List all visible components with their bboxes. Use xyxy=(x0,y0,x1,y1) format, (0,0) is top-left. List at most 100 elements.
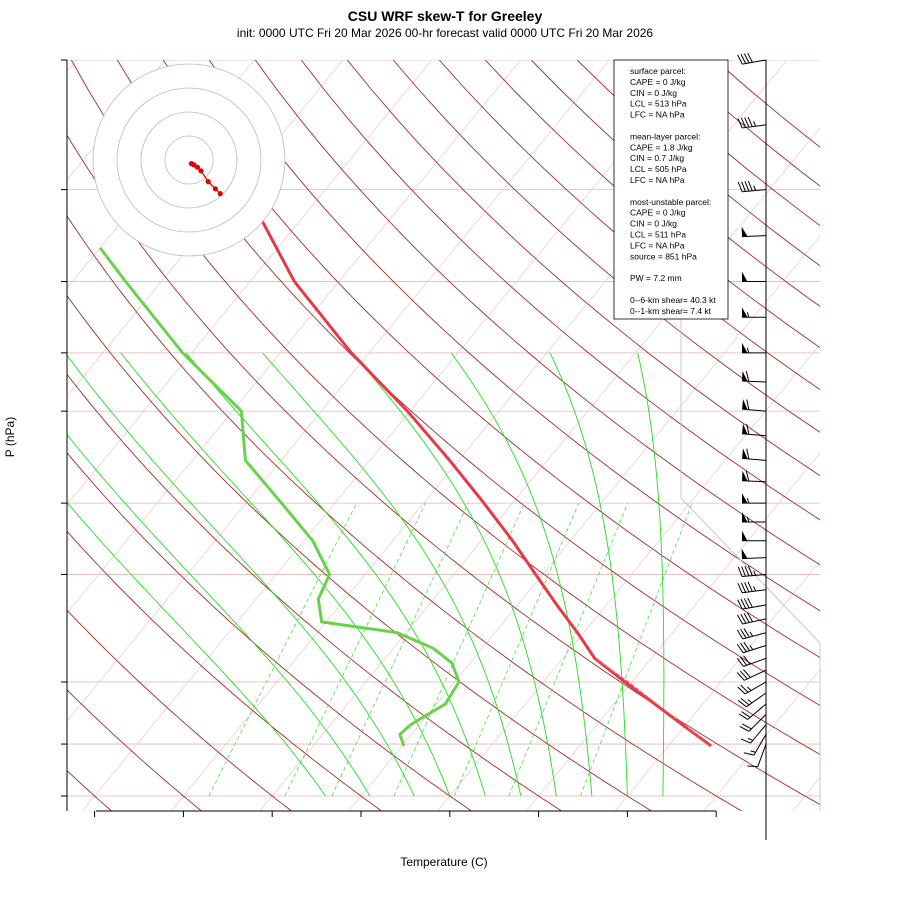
wind-barb-full xyxy=(737,54,743,65)
dry-adiabat-line xyxy=(67,373,563,811)
info-line: 0--1-km shear= 7.4 kt xyxy=(630,306,712,316)
info-line: CAPE = 1.8 J/kg xyxy=(630,142,693,152)
wind-barb-shaft xyxy=(753,734,767,756)
wind-barb-full xyxy=(737,686,746,695)
hodograph-point xyxy=(198,168,204,174)
wind-barb-full xyxy=(747,581,753,592)
hodograph-ring xyxy=(116,87,262,233)
wind-barb xyxy=(742,493,766,504)
moist-adiabat-line xyxy=(450,352,593,797)
chart-title: CSU WRF skew-T for Greeley xyxy=(348,8,543,24)
dry-adiabat-line xyxy=(162,60,820,659)
wind-barb-full xyxy=(742,723,752,730)
wind-barb-full xyxy=(746,448,750,460)
wind-barb-full xyxy=(746,399,750,410)
wind-barb xyxy=(736,628,767,640)
moist-adiabat-line xyxy=(262,352,522,797)
info-line: CAPE = 0 J/kg xyxy=(630,208,686,218)
moist-adiabat-line xyxy=(67,433,371,797)
hodograph-background xyxy=(93,64,285,256)
wind-barb-half xyxy=(753,586,757,592)
wind-barb-shaft xyxy=(742,59,767,65)
mixing-ratio-line xyxy=(208,502,357,797)
wind-barb-full xyxy=(740,598,747,609)
wind-barb-full xyxy=(740,738,751,744)
wind-barb-full xyxy=(743,752,755,756)
wind-barb xyxy=(737,692,767,708)
wind-barb-flag xyxy=(742,530,748,541)
wind-barb-flag xyxy=(742,493,748,504)
hodograph-point xyxy=(194,164,200,170)
wind-barb-shaft xyxy=(748,714,767,732)
info-line: CIN = 0 J/kg xyxy=(630,219,677,229)
hodograph xyxy=(92,63,286,257)
isotherm-line xyxy=(67,60,432,506)
wind-barb-shaft xyxy=(742,408,767,412)
info-line: CIN = 0.7 J/kg xyxy=(630,153,684,163)
wind-barb-full xyxy=(737,566,743,577)
dry-adiabat-line xyxy=(346,60,820,477)
chart-subtitle: init: 0000 UTC Fri 20 Mar 2026 00-hr for… xyxy=(237,26,654,40)
mixing-ratio-line xyxy=(508,502,629,797)
wind-barb-full xyxy=(745,470,750,482)
wind-barbs xyxy=(736,52,767,840)
dry-adiabat-line xyxy=(67,294,653,811)
wind-barb-flag xyxy=(742,271,748,282)
wind-barb xyxy=(737,180,767,193)
wind-barb-full xyxy=(740,642,747,652)
wind-barb-shaft xyxy=(742,618,767,625)
moist-adiabat-line xyxy=(67,354,415,797)
dry-adiabat-line xyxy=(392,60,820,433)
info-line: CAPE = 0 J/kg xyxy=(630,77,686,87)
mixing-ratio-line xyxy=(284,502,426,797)
isotherm-line xyxy=(437,343,820,811)
wind-barb-half xyxy=(746,686,752,691)
info-line: LFC = NA hPa xyxy=(630,175,685,185)
wind-barb-full xyxy=(740,54,747,64)
dewpoint-trace xyxy=(98,246,461,747)
wind-barb xyxy=(743,734,767,756)
wind-barb-full xyxy=(743,53,750,64)
dry-adiabat-line xyxy=(67,609,293,811)
wind-barb-full xyxy=(743,641,751,651)
wind-barb xyxy=(741,226,767,238)
wind-barb-full xyxy=(740,582,747,593)
wind-barb xyxy=(737,52,767,65)
wind-barb-full xyxy=(739,725,750,732)
info-line: most-unstable parcel: xyxy=(630,197,711,207)
info-line: LCL = 505 hPa xyxy=(630,164,687,174)
wind-barb-shaft xyxy=(742,589,767,594)
info-line: 0--6-km shear= 40.3 kt xyxy=(630,295,716,305)
wind-barb-full xyxy=(743,669,751,678)
wind-barb-full xyxy=(740,670,748,680)
wind-barb-half xyxy=(746,347,750,354)
wind-barb-half xyxy=(747,737,753,741)
wind-barb xyxy=(737,565,767,578)
x-axis-label: Temperature (C) xyxy=(400,855,487,869)
wind-barb xyxy=(742,530,766,542)
dry-adiabat-line xyxy=(67,452,473,811)
wind-barb xyxy=(737,116,767,129)
wind-barb xyxy=(742,399,767,412)
isotherm-line xyxy=(348,235,820,811)
info-line: LFC = NA hPa xyxy=(630,110,685,120)
wind-barb xyxy=(742,448,767,461)
wind-barb xyxy=(737,681,767,695)
dry-adiabat-line xyxy=(254,60,820,566)
dry-adiabat-line xyxy=(67,215,743,811)
wind-barb-full xyxy=(738,713,748,720)
wind-barb xyxy=(742,470,767,483)
wind-barb-flag xyxy=(741,548,748,559)
wind-barb-shaft xyxy=(742,380,767,383)
wind-barb-shaft xyxy=(742,573,767,578)
hodograph-ring xyxy=(164,135,214,185)
moist-adiabat-line xyxy=(120,352,451,797)
wind-barb-flag xyxy=(742,371,748,382)
hodograph-point xyxy=(217,191,223,197)
dry-adiabat-line xyxy=(67,530,383,811)
profile-traces xyxy=(98,75,712,748)
wind-barb-shaft xyxy=(743,657,767,667)
wind-barb-shaft xyxy=(742,604,767,610)
hodograph-ring xyxy=(140,111,238,209)
